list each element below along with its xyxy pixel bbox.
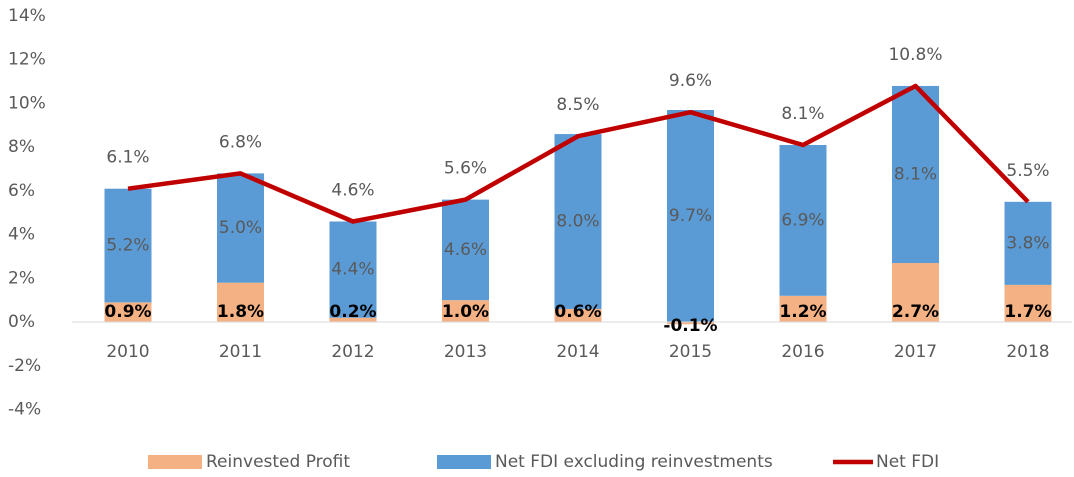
data-label: 4.6% xyxy=(331,180,374,200)
bar xyxy=(554,308,602,323)
bar xyxy=(442,199,489,301)
data-label: 6.8% xyxy=(219,132,262,152)
data-label: 6.9% xyxy=(781,210,824,230)
y-tick-label: 2% xyxy=(8,268,35,288)
data-label: 8.1% xyxy=(781,104,824,124)
data-label: 6.1% xyxy=(106,148,149,168)
data-label: 5.0% xyxy=(219,218,262,238)
bar xyxy=(892,85,939,264)
data-label: 4.4% xyxy=(331,260,374,280)
data-label: 1.2% xyxy=(779,302,826,322)
data-label: 8.1% xyxy=(894,164,937,184)
x-tick-label: 2015 xyxy=(669,342,712,362)
y-tick-label: 4% xyxy=(8,225,35,245)
data-label: -0.1% xyxy=(663,316,717,336)
bar xyxy=(1004,201,1052,285)
bar xyxy=(217,173,264,283)
data-label: 1.0% xyxy=(442,302,489,322)
data-label: 3.8% xyxy=(1006,233,1049,253)
y-tick-label: 12% xyxy=(8,50,46,70)
x-tick-label: 2014 xyxy=(556,342,599,362)
x-tick-label: 2011 xyxy=(219,342,262,362)
data-label: 10.8% xyxy=(888,45,942,65)
y-tick-label: 0% xyxy=(8,312,35,332)
bar xyxy=(442,300,489,323)
x-tick-label: 2017 xyxy=(894,342,937,362)
data-label: 0.9% xyxy=(104,302,151,322)
bar xyxy=(667,322,714,325)
data-label: 0.2% xyxy=(329,302,376,322)
legend-swatch xyxy=(148,455,202,469)
data-label: 1.7% xyxy=(1004,302,1051,322)
x-tick-label: 2018 xyxy=(1006,342,1049,362)
data-label: 4.6% xyxy=(444,240,487,260)
data-label: 0.6% xyxy=(554,302,601,322)
data-label: 5.2% xyxy=(106,236,149,256)
bar xyxy=(779,144,827,296)
data-label: 8.0% xyxy=(556,211,599,231)
data-label: 9.6% xyxy=(669,71,712,91)
y-tick-label: 6% xyxy=(8,181,35,201)
bar xyxy=(104,302,152,323)
x-tick-label: 2010 xyxy=(106,342,149,362)
legend-label: Net FDI excluding reinvestments xyxy=(495,452,773,472)
legend-swatch xyxy=(437,455,491,469)
data-label: 2.7% xyxy=(892,302,939,322)
data-label: 1.8% xyxy=(217,302,264,322)
data-label: 5.6% xyxy=(444,159,487,179)
x-tick-label: 2013 xyxy=(444,342,487,362)
x-tick-label: 2012 xyxy=(331,342,374,362)
legend-label: Reinvested Profit xyxy=(206,452,350,472)
legend-label: Net FDI xyxy=(876,452,939,472)
data-label: 5.5% xyxy=(1006,161,1049,181)
bar xyxy=(554,134,602,309)
data-label: 8.5% xyxy=(556,95,599,115)
data-label: 9.7% xyxy=(669,206,712,226)
y-tick-label: 14% xyxy=(8,6,46,26)
bar xyxy=(1004,284,1052,323)
bar xyxy=(892,263,939,323)
y-tick-label: -4% xyxy=(8,400,41,420)
x-tick-label: 2016 xyxy=(781,342,824,362)
bar xyxy=(667,110,714,323)
bar xyxy=(329,317,377,323)
line xyxy=(127,83,1030,224)
y-tick-label: -2% xyxy=(8,356,41,376)
y-tick-label: 8% xyxy=(8,137,35,157)
bar xyxy=(217,282,264,323)
y-tick-label: 10% xyxy=(8,93,46,113)
bar xyxy=(329,221,377,318)
bar xyxy=(104,188,152,303)
bar xyxy=(779,295,827,323)
